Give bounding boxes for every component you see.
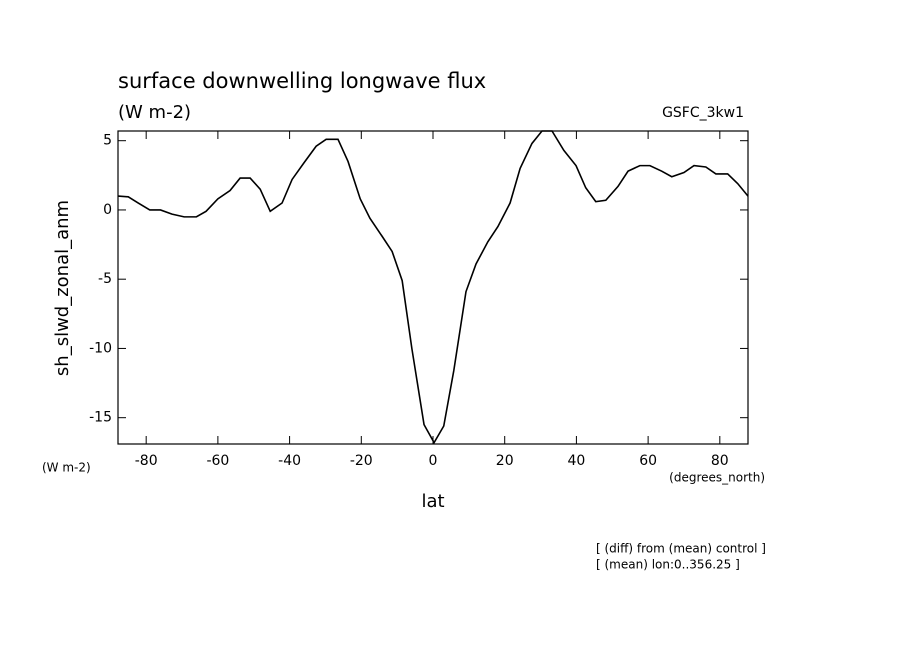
y-tick-label: 0 (103, 202, 112, 218)
chart-title: surface downwelling longwave flux (118, 69, 486, 93)
x-units: (degrees_north) (669, 471, 765, 485)
x-tick-label: 20 (496, 453, 514, 469)
note: [ (mean) lon:0..356.25 ] (596, 558, 740, 572)
x-tick-label: 60 (639, 453, 657, 469)
x-tick-label: 0 (429, 453, 438, 469)
y-units: (W m-2) (42, 461, 91, 475)
y-tick-label: -10 (89, 340, 112, 356)
y-tick-label: 5 (103, 133, 112, 149)
x-tick-label: -20 (350, 453, 373, 469)
x-tick-label: -80 (135, 453, 158, 469)
x-tick-label: 80 (711, 453, 729, 469)
y-tick-label: -5 (98, 271, 112, 287)
chart-subtitle: (W m-2) (118, 102, 191, 123)
source-label: GSFC_3kw1 (662, 105, 744, 121)
x-tick-label: 40 (567, 453, 585, 469)
x-axis-label: lat (421, 491, 444, 512)
note: [ (diff) from (mean) control ] (596, 542, 766, 556)
data-line (117, 130, 749, 445)
x-tick-label: -40 (278, 453, 301, 469)
y-tick-label: -15 (89, 410, 112, 426)
y-axis-label: sh_slwd_zonal_anm (52, 200, 73, 376)
x-tick-label: -60 (206, 453, 229, 469)
